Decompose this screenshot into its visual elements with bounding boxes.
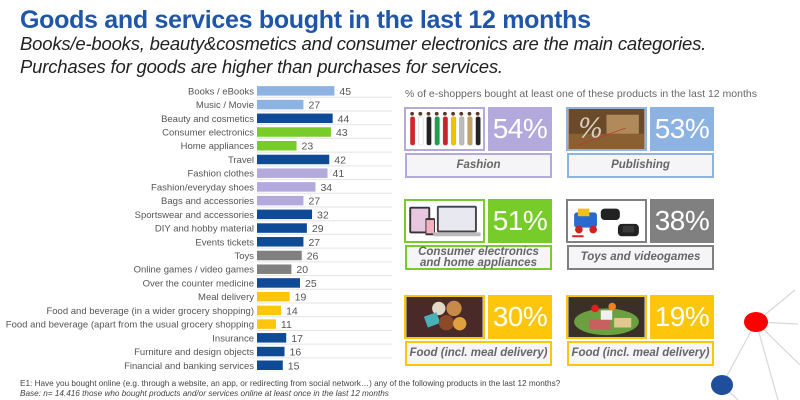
tile-percent: 53% bbox=[650, 107, 714, 151]
network-link bbox=[721, 321, 757, 386]
bar bbox=[257, 140, 297, 151]
groceries-image bbox=[566, 295, 647, 339]
tile-percent: 54% bbox=[488, 107, 552, 151]
value-label: 43 bbox=[336, 127, 348, 139]
value-label: 11 bbox=[281, 319, 292, 331]
tile-percent: 19% bbox=[650, 295, 714, 339]
value-label: 23 bbox=[302, 141, 314, 153]
bar bbox=[257, 223, 307, 233]
value-label: 19 bbox=[295, 292, 307, 304]
category-label: Online games / video games bbox=[134, 265, 255, 276]
value-label: 16 bbox=[290, 347, 302, 359]
toys-gamepads-image bbox=[566, 199, 647, 243]
bar bbox=[257, 360, 283, 371]
tile-percent: 30% bbox=[488, 295, 552, 339]
category-label: Fashion clothes bbox=[187, 169, 254, 180]
panel-note: % of e-shoppers bought at least one of t… bbox=[405, 88, 757, 100]
tile-percent: 38% bbox=[650, 199, 714, 243]
value-label: 32 bbox=[317, 209, 329, 221]
category-bar-chart: Books / eBooks 45 Music / Movie 27 Beauty an… bbox=[6, 86, 392, 372]
meal-delivery-image bbox=[404, 295, 485, 339]
bar bbox=[257, 154, 330, 165]
tile-label: Food (incl. meal delivery) bbox=[567, 341, 714, 366]
category-label: Beauty and cosmetics bbox=[161, 114, 254, 125]
value-label: 25 bbox=[305, 278, 317, 290]
bar bbox=[257, 182, 316, 192]
tile-label: Consumer electronics and home appliances bbox=[405, 245, 552, 270]
category-label: Food and beverage (in a wider grocery sh… bbox=[46, 306, 254, 317]
category-label: Sportswear and accessories bbox=[135, 210, 255, 221]
category-label: Fashion/everyday shoes bbox=[151, 182, 254, 193]
bar bbox=[257, 99, 304, 110]
bar bbox=[257, 319, 276, 329]
value-label: 14 bbox=[286, 305, 298, 317]
value-label: 34 bbox=[320, 182, 332, 194]
bar bbox=[257, 250, 302, 261]
svg-text:%: % bbox=[578, 114, 603, 145]
bar bbox=[257, 195, 304, 206]
category-label: Furniture and design objects bbox=[134, 347, 254, 358]
bar bbox=[257, 168, 328, 178]
value-label: 41 bbox=[333, 168, 345, 180]
network-node-red bbox=[744, 312, 768, 332]
bar bbox=[257, 333, 287, 343]
survey-base: Base: n= 14.416 those who bought product… bbox=[20, 389, 389, 398]
value-label: 17 bbox=[291, 333, 303, 345]
value-label: 44 bbox=[338, 113, 350, 125]
bar bbox=[257, 346, 285, 357]
bar bbox=[257, 305, 282, 316]
bar bbox=[257, 291, 290, 302]
category-label: Over the counter medicine bbox=[143, 278, 254, 289]
category-label: Bags and accessories bbox=[161, 196, 254, 207]
category-label: Home appliances bbox=[181, 141, 255, 152]
tile-label: Toys and videogames bbox=[567, 245, 714, 270]
bar bbox=[257, 264, 292, 274]
tile-label: Publishing bbox=[567, 153, 714, 178]
electronics-devices-image bbox=[404, 199, 485, 243]
category-label: DIY and hobby material bbox=[155, 224, 254, 235]
value-label: 15 bbox=[288, 360, 300, 372]
bar bbox=[257, 237, 304, 247]
category-label: Consumer electronics bbox=[162, 128, 254, 139]
network-node-blue bbox=[711, 375, 733, 395]
survey-question: E1: Have you bought online (e.g. through… bbox=[20, 379, 561, 388]
value-label: 20 bbox=[296, 264, 308, 276]
value-label: 42 bbox=[334, 154, 346, 166]
category-label: Events tickets bbox=[195, 237, 254, 248]
bar bbox=[257, 113, 333, 124]
page-title: Goods and services bought in the last 12… bbox=[20, 6, 591, 34]
fashion-models-image bbox=[404, 107, 485, 151]
books-image: % bbox=[566, 107, 647, 151]
value-label: 27 bbox=[308, 100, 320, 112]
bar bbox=[257, 127, 331, 137]
category-label: Financial and banking services bbox=[124, 361, 254, 372]
category-label: Food and beverage (apart from the usual … bbox=[6, 320, 254, 331]
category-label: Toys bbox=[234, 251, 254, 262]
bar bbox=[257, 86, 335, 96]
category-label: Music / Movie bbox=[196, 100, 254, 111]
value-label: 29 bbox=[312, 223, 324, 235]
value-label: 26 bbox=[307, 251, 319, 263]
category-label: Travel bbox=[228, 155, 254, 166]
value-label: 27 bbox=[308, 237, 320, 249]
network-decoration bbox=[711, 289, 800, 400]
tile-percent: 51% bbox=[488, 199, 552, 243]
bar bbox=[257, 209, 313, 220]
category-label: Insurance bbox=[212, 333, 254, 344]
category-label: Meal delivery bbox=[198, 292, 254, 303]
value-label: 45 bbox=[339, 86, 351, 98]
subtitle-line-1: Books/e-books, beauty&cosmetics and cons… bbox=[20, 33, 707, 54]
bar bbox=[257, 278, 300, 288]
category-label: Books / eBooks bbox=[188, 86, 254, 97]
subtitle-line-2: Purchases for goods are higher than purc… bbox=[20, 56, 503, 77]
value-label: 27 bbox=[308, 196, 320, 208]
network-link bbox=[755, 321, 779, 400]
tile-label: Fashion bbox=[405, 153, 552, 178]
tile-label: Food (incl. meal delivery) bbox=[405, 341, 552, 366]
